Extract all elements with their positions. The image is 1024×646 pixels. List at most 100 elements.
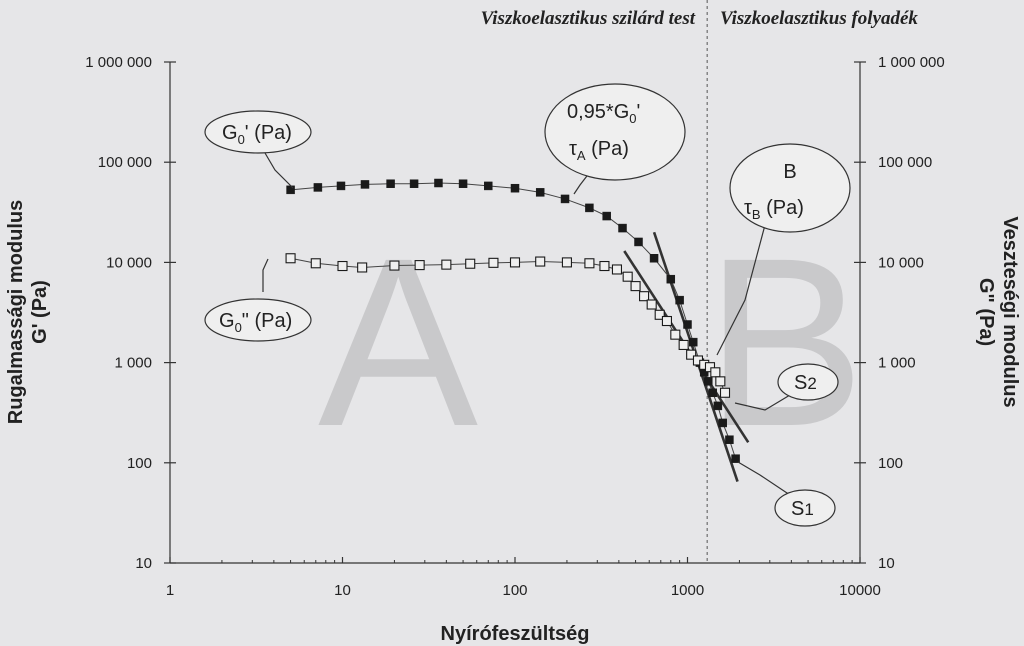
g-double-prime-point (646, 299, 657, 310)
svg-text:S2: S2 (794, 372, 817, 394)
svg-text:τB (Pa): τB (Pa) (744, 197, 804, 222)
region-title-solid: Viszkoelasztikus szilárd test (481, 8, 696, 29)
svg-text:S1: S1 (791, 498, 814, 520)
g-prime-point (434, 178, 443, 188)
g-prime-point (602, 211, 611, 221)
leader-tau-b (716, 224, 766, 356)
g-prime-point (510, 183, 520, 193)
g-double-prime-point (584, 258, 595, 269)
g-prime-point (336, 181, 346, 191)
g-double-prime-point (686, 349, 697, 360)
g-double-prime-point (719, 387, 731, 398)
x-tick-label: 10000 (839, 582, 881, 599)
annotation-s2: S2 (777, 363, 839, 401)
region-letter-b: B (705, 208, 865, 476)
g-prime-point (666, 274, 676, 284)
annotation-s1: S1 (774, 489, 836, 527)
x-tick-label: 10 (334, 582, 351, 599)
y-axis-title-right-line1: Veszteségi modulus (999, 216, 1021, 407)
leader-g0-double-prime (262, 258, 269, 292)
g-double-prime-point (414, 260, 425, 271)
g-prime-point (683, 320, 692, 329)
y-axis-title-right: Veszteségi modulus G" (Pa) (975, 216, 1021, 407)
g-prime-point (649, 254, 659, 263)
y-axis-title-left-line2: G' (Pa) (29, 280, 51, 344)
g-double-prime-point (509, 257, 521, 268)
g-double-prime-point (599, 260, 610, 272)
g-double-prime-point (561, 257, 572, 268)
g-prime-point (718, 418, 727, 428)
g-double-prime-point (670, 329, 681, 340)
g-prime-point (360, 180, 370, 189)
svg-text:G0" (Pa): G0" (Pa) (219, 310, 292, 335)
y-tick-label-right: 100 000 (878, 154, 932, 171)
g-double-prime-point (441, 259, 452, 270)
y-tick-label-left: 1 000 000 (85, 54, 152, 71)
axis-ticks: 1 10 100 1000 10000 10 10 100 100 1 000 1 000 10 00… (85, 54, 944, 599)
g-double-prime-point (310, 258, 321, 269)
y-tick-label-left: 10 000 (106, 254, 152, 271)
g-double-prime-point (535, 256, 546, 267)
y-tick-label-right: 100 (878, 455, 903, 472)
g-double-prime-point (622, 271, 633, 282)
g-double-prime-point (715, 376, 726, 387)
svg-text:G0' (Pa): G0' (Pa) (222, 122, 292, 147)
g-double-prime-point (488, 257, 499, 268)
y-axis-title-right-line2: G" (Pa) (975, 278, 997, 346)
g-double-prime-point (704, 362, 716, 373)
annotation-tau-a: 0,95*G0' τA (Pa) (544, 83, 686, 181)
g-prime-point (689, 337, 698, 347)
x-tick-label: 1 (166, 582, 174, 599)
g-prime-point (725, 435, 734, 444)
g-double-prime-point (639, 291, 650, 302)
region-title-liquid: Viszkoelasztikus folyadék (720, 8, 918, 29)
leader-s2 (734, 394, 791, 411)
x-tick-label: 1000 (671, 582, 704, 599)
g-prime-point (535, 188, 545, 197)
leader-g0-prime (264, 152, 294, 189)
y-tick-label-right: 1 000 (878, 355, 916, 372)
g-prime-point (409, 179, 419, 188)
leader-s1 (737, 461, 791, 496)
g-prime-point (634, 237, 643, 247)
svg-text:B: B (783, 161, 796, 183)
y-tick-label-left: 100 (127, 455, 152, 472)
g-double-prime-point (611, 264, 623, 275)
g-prime-point (704, 377, 713, 386)
g-prime-point (585, 203, 594, 213)
g-prime-point (618, 223, 627, 233)
g-double-prime-point (337, 260, 348, 272)
y-tick-label-left: 10 (135, 555, 152, 572)
y-tick-label-left: 1 000 (114, 355, 152, 372)
g-double-prime-point (661, 315, 672, 327)
g-prime-point (386, 179, 395, 188)
g-double-prime-point (285, 253, 296, 264)
g-double-prime-point (710, 367, 721, 378)
g-prime-point (313, 183, 323, 192)
svg-text:0,95*G0': 0,95*G0' (567, 101, 640, 126)
annotation-tau-b: B τB (Pa) (729, 143, 851, 233)
g-prime-point (708, 388, 717, 398)
g-double-prime-point (357, 262, 368, 273)
g-prime-point (675, 295, 684, 305)
annotation-g0-double-prime: G0" (Pa) (204, 298, 312, 342)
annotation-leaders (262, 152, 791, 496)
y-tick-label-right: 10 (878, 555, 895, 572)
x-axis-title: Nyírófeszültség (441, 623, 590, 645)
g-prime-point (484, 181, 493, 191)
g-double-prime-point (389, 260, 400, 271)
x-tick-label: 100 (502, 582, 527, 599)
region-letter-a: A (318, 208, 478, 476)
g-prime-point (713, 401, 723, 411)
y-axis-title-left-line1: Rugalmassági modulus (5, 200, 27, 425)
y-tick-label-left: 100 000 (98, 154, 152, 171)
g-prime-point (286, 185, 295, 195)
g-double-prime-point (654, 309, 665, 320)
g-double-prime-point (678, 339, 689, 351)
data-markers (285, 178, 740, 463)
y-axis-title-left: Rugalmassági modulus G' (Pa) (5, 200, 51, 425)
y-tick-label-right: 1 000 000 (878, 54, 945, 71)
g-prime-point (458, 179, 468, 188)
g-prime-point (560, 194, 570, 204)
